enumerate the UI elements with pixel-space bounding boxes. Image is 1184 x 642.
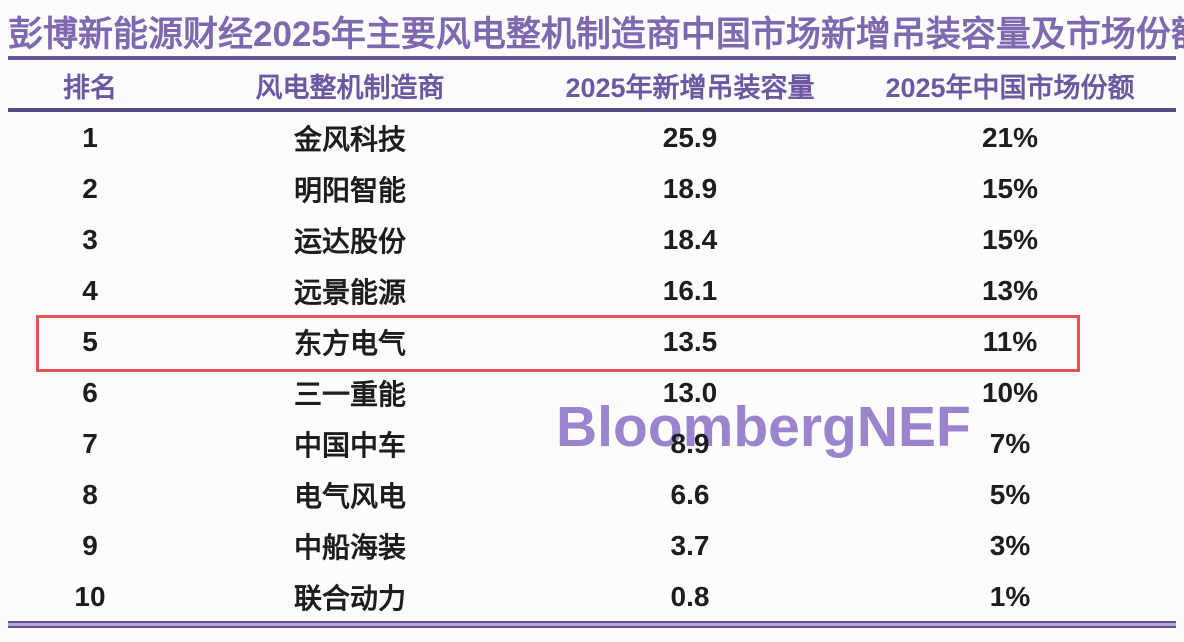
rank-cell: 8 [82, 478, 98, 510]
bloombergnef-watermark: BloombergNEF [556, 395, 971, 459]
title-underline [8, 56, 1176, 60]
share-cell: 1% [989, 580, 1031, 612]
header-rank: 排名 [63, 72, 117, 103]
header-manufacturer: 风电整机制造商 [255, 72, 445, 103]
manufacturer-cell: 中船海装 [293, 531, 406, 563]
manufacturer-cell: 三一重能 [293, 378, 406, 410]
table-row: 6 三一重能 13.0 10% [0, 367, 1160, 418]
table-row: 2 明阳智能 18.9 15% [0, 163, 1160, 214]
table-row: 9 中船海装 3.7 3% [0, 520, 1160, 571]
capacity-cell: 3.7 [670, 529, 710, 561]
rank-cell: 7 [82, 427, 98, 459]
rank-cell: 6 [82, 376, 98, 408]
capacity-cell: 18.9 [662, 172, 718, 204]
rank-cell: 3 [82, 223, 98, 255]
rank-cell: 10 [74, 580, 106, 612]
table-row: 5 东方电气 13.5 11% [0, 316, 1160, 367]
capacity-cell: 8.9 [670, 427, 710, 459]
rank-cell: 5 [82, 325, 98, 357]
share-cell: 3% [989, 529, 1031, 561]
manufacturer-cell: 金风科技 [293, 123, 406, 155]
table-row: 8 电气风电 6.6 5% [0, 469, 1160, 520]
manufacturer-cell: 联合动力 [293, 582, 406, 614]
share-cell: 5% [989, 478, 1031, 510]
share-cell: 11% [982, 325, 1038, 357]
table-bottom-line [8, 621, 1176, 628]
rank-cell: 4 [82, 274, 98, 306]
header-capacity: 2025年新增吊装容量 [565, 72, 815, 103]
table-row: 7 中国中车 8.9 7% [0, 418, 1160, 469]
manufacturer-cell: 远景能源 [293, 276, 406, 308]
table-row: 1 金风科技 25.9 21% [0, 112, 1160, 163]
capacity-cell: 25.9 [662, 121, 718, 153]
manufacturer-cell: 中国中车 [293, 429, 406, 461]
capacity-cell: 16.1 [662, 274, 718, 306]
table-header: 排名 风电整机制造商 2025年新增吊装容量 2025年中国市场份额 [0, 62, 1160, 108]
highlight-box-row5 [36, 315, 1080, 372]
manufacturer-cell: 明阳智能 [293, 174, 406, 206]
capacity-cell: 13.0 [662, 376, 718, 408]
capacity-cell: 13.5 [662, 325, 718, 357]
share-cell: 13% [981, 274, 1039, 306]
table-row: 4 远景能源 16.1 13% [0, 265, 1160, 316]
capacity-cell: 6.6 [670, 478, 710, 510]
capacity-cell: 0.8 [670, 580, 710, 612]
table-body: 1 金风科技 25.9 21% 2 明阳智能 18.9 15% 3 运达股份 18.4 15% 4 远景能… [0, 112, 1160, 622]
rank-cell: 2 [82, 172, 98, 204]
capacity-cell: 18.4 [662, 223, 718, 255]
manufacturer-cell: 运达股份 [293, 225, 406, 257]
manufacturer-cell: 电气风电 [293, 480, 406, 512]
rank-cell: 9 [82, 529, 98, 561]
share-cell: 21% [981, 121, 1039, 153]
manufacturer-cell: 东方电气 [293, 327, 406, 359]
rank-cell: 1 [82, 121, 98, 153]
share-cell: 15% [981, 172, 1039, 204]
share-cell: 7% [989, 427, 1031, 459]
share-cell: 15% [981, 223, 1039, 255]
table-row: 3 运达股份 18.4 15% [0, 214, 1160, 265]
page-title: 彭博新能源财经2025年主要风电整机制造商中国市场新增吊装容量及市场份额 [8, 15, 1184, 54]
header-share: 2025年中国市场份额 [885, 72, 1135, 103]
share-cell: 10% [981, 376, 1039, 408]
header-underline [8, 108, 1176, 112]
table-row: 10 联合动力 0.8 1% [0, 571, 1160, 622]
